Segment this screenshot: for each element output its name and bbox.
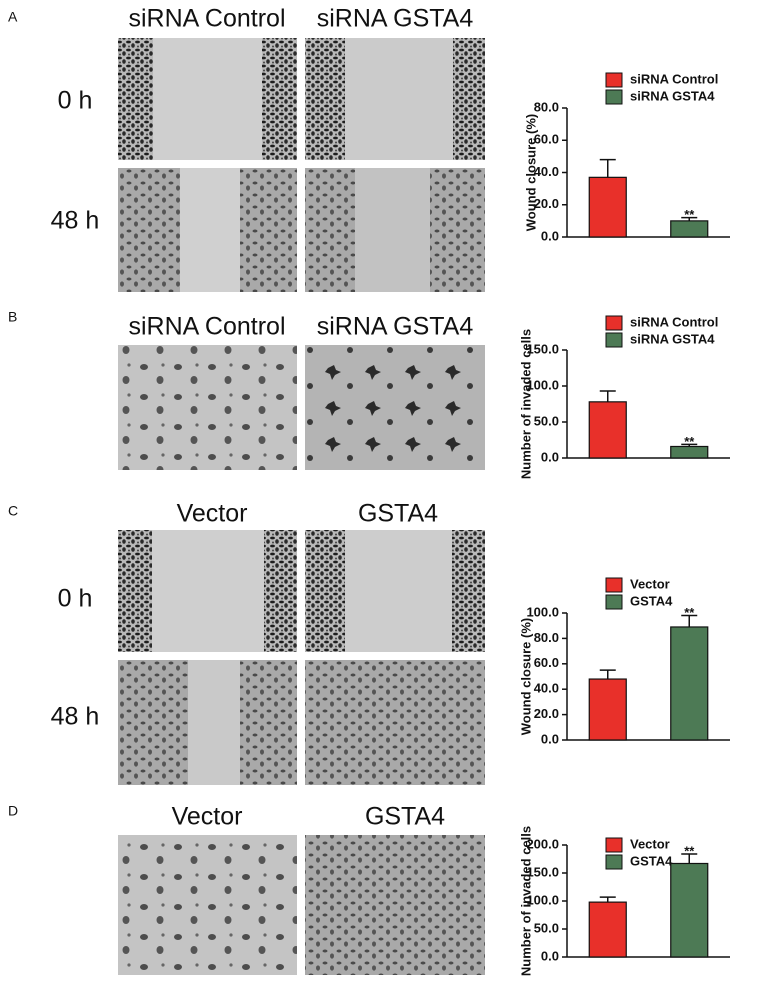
error-bar [681,614,698,627]
y-tick-label: 60.0 [534,132,559,147]
bar [588,401,627,459]
error-bar [599,896,616,903]
row-label: 0 h [58,585,93,613]
column-label: siRNA Control [129,313,286,341]
significance: ** [684,843,695,858]
y-tick-label: 50.0 [534,920,559,935]
y-tick-label: 0.0 [541,731,559,746]
legend-label: Vector [630,836,670,851]
cell-front [262,38,297,160]
y-tick-label: 100.0 [526,892,559,907]
y-axis-label: Number of invaded cells [518,826,533,976]
cell-front [264,530,297,652]
row-label: 48 h [51,703,100,731]
y-tick-label: 0.0 [541,948,559,963]
legend-label: siRNA GSTA4 [630,331,715,346]
cell-front [430,168,485,292]
y-tick-label: 100.0 [526,377,559,392]
bar [670,220,709,238]
legend-swatch [605,854,623,870]
bar [588,176,627,238]
micrograph [305,835,485,975]
cell-front [118,530,152,652]
cell-front [118,660,188,785]
legend-swatch [605,72,623,88]
legend-swatch [605,594,623,610]
legend-swatch [605,332,623,348]
cell-front [240,660,297,785]
panel-label: A [8,9,18,25]
y-tick-label: 40.0 [534,681,559,696]
column-label: siRNA GSTA4 [317,5,474,33]
y-tick-label: 80.0 [534,630,559,645]
column-label: Vector [172,803,243,831]
cell-front [305,38,345,160]
micrograph [118,345,297,470]
legend-label: Vector [630,576,670,591]
y-tick-label: 20.0 [534,196,559,211]
y-tick-label: 150.0 [526,864,559,879]
row-label: 48 h [51,207,100,235]
micrograph [118,835,297,975]
significance: ** [684,207,695,222]
significance: ** [684,434,695,449]
legend-swatch [605,837,623,853]
error-bar [681,853,698,864]
y-tick-label: 200.0 [526,836,559,851]
cell-front [305,530,345,652]
legend-swatch [605,89,623,105]
column-label: siRNA GSTA4 [317,313,474,341]
legend-label: siRNA Control [630,71,718,86]
micrograph [305,345,485,470]
row-label: 0 h [58,87,93,115]
error-bar [681,216,698,221]
cell-front [118,168,180,292]
y-axis-label: Wound closure (%) [523,114,538,231]
cell-front [240,168,297,292]
column-label: siRNA Control [129,5,286,33]
column-label: GSTA4 [365,803,445,831]
column-label: Vector [177,500,248,528]
cell-front [453,38,485,160]
y-tick-label: 50.0 [534,413,559,428]
error-bar [599,390,616,402]
y-axis-label: Number of invaded cells [518,329,533,479]
cell-front [305,168,355,292]
y-axis-label: Wound closure (%) [518,618,533,735]
legend-swatch [605,577,623,593]
y-tick-label: 0.0 [541,449,559,464]
legend-swatch [605,315,623,331]
y-tick-label: 100.0 [526,604,559,619]
bar [670,862,709,958]
cell-front [452,530,485,652]
panel-label: C [8,503,18,519]
micrographs [118,38,485,975]
column-label: GSTA4 [358,500,438,528]
error-bar [681,443,698,447]
y-tick-label: 150.0 [526,341,559,356]
panel-label: B [8,309,17,325]
y-tick-label: 60.0 [534,655,559,670]
bar [588,901,627,958]
panel-label: D [8,803,18,819]
legend-label: siRNA Control [630,314,718,329]
y-tick-label: 40.0 [534,164,559,179]
legend-label: GSTA4 [630,593,673,608]
y-tick-label: 80.0 [534,99,559,114]
y-tick-label: 20.0 [534,706,559,721]
bar [588,678,627,741]
error-bar [599,669,616,680]
significance: ** [684,605,695,620]
legend-label: GSTA4 [630,853,673,868]
legend-label: siRNA GSTA4 [630,88,715,103]
y-tick-label: 0.0 [541,228,559,243]
error-bar [599,158,616,178]
bar [670,626,709,741]
cell-front [118,38,153,160]
micrograph [305,660,485,785]
